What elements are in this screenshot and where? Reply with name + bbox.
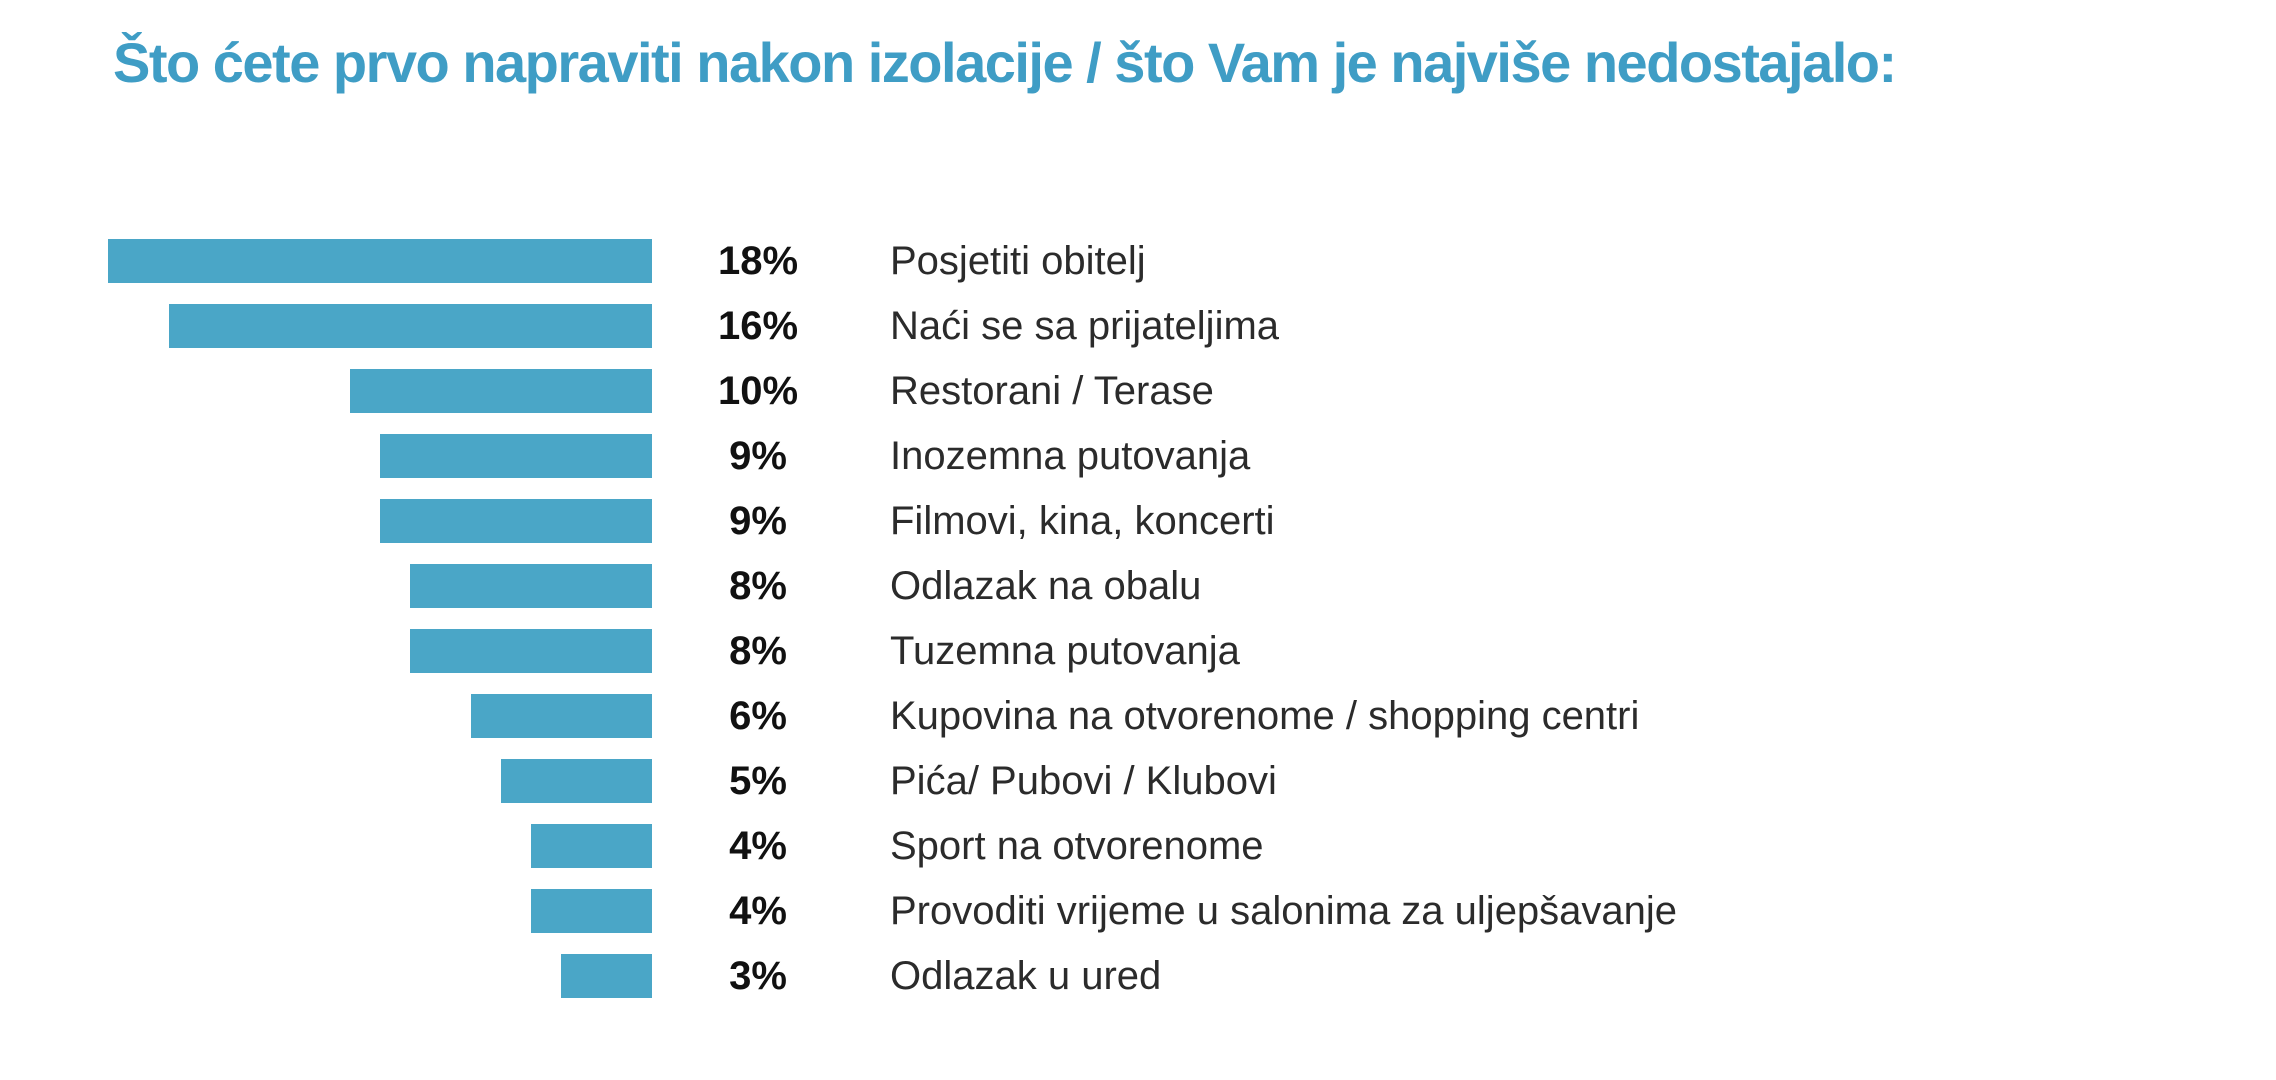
value-label: 5%	[729, 759, 787, 803]
bar	[410, 564, 652, 608]
category-label: Naći se sa prijateljima	[890, 304, 1280, 348]
value-label: 16%	[717, 304, 799, 348]
bar-cell	[0, 239, 652, 283]
category-label: Kupovina na otvorenome / shopping centri	[890, 694, 1640, 738]
chart-row: 10% Restorani / Terase	[0, 369, 2276, 434]
value-label: 9%	[729, 434, 787, 478]
chart-row: 5% Pića/ Pubovi / Klubovi	[0, 759, 2276, 824]
bar	[169, 304, 652, 348]
value-label: 4%	[729, 824, 787, 868]
value-label: 9%	[729, 499, 787, 543]
value-label: 6%	[729, 694, 787, 738]
bar-cell	[0, 824, 652, 868]
chart-row: 6% Kupovina na otvorenome / shopping cen…	[0, 694, 2276, 759]
value-label: 4%	[729, 889, 787, 933]
bar-cell	[0, 369, 652, 413]
category-label: Restorani / Terase	[890, 369, 1214, 413]
category-label: Pića/ Pubovi / Klubovi	[890, 759, 1277, 803]
category-label: Provoditi vrijeme u salonima za uljepšav…	[890, 889, 1678, 933]
value-label: 8%	[729, 629, 787, 673]
bar	[471, 694, 652, 738]
bar-cell	[0, 629, 652, 673]
category-label: Tuzemna putovanja	[890, 629, 1240, 673]
chart-row: 4% Sport na otvorenome	[0, 824, 2276, 889]
bar	[410, 629, 652, 673]
bar	[531, 824, 652, 868]
value-label: 10%	[717, 369, 799, 413]
chart-row: 16% Naći se sa prijateljima	[0, 304, 2276, 369]
chart-row: 8% Odlazak na obalu	[0, 564, 2276, 629]
value-label: 18%	[717, 239, 799, 283]
category-label: Odlazak u ured	[890, 954, 1162, 998]
bar	[561, 954, 652, 998]
category-label: Filmovi, kina, koncerti	[890, 499, 1275, 543]
chart-row: 9% Filmovi, kina, koncerti	[0, 499, 2276, 564]
bar	[380, 434, 652, 478]
category-label: Odlazak na obalu	[890, 564, 1202, 608]
chart-row: 3% Odlazak u ured	[0, 954, 2276, 1019]
category-label: Sport na otvorenome	[890, 824, 1264, 868]
bar-cell	[0, 564, 652, 608]
bar-cell	[0, 304, 652, 348]
bar	[531, 889, 652, 933]
bar	[380, 499, 652, 543]
bar-cell	[0, 759, 652, 803]
bar	[108, 239, 652, 283]
value-label: 8%	[729, 564, 787, 608]
category-label: Inozemna putovanja	[890, 434, 1251, 478]
bar-cell	[0, 434, 652, 478]
bar	[350, 369, 652, 413]
chart-row: 9% Inozemna putovanja	[0, 434, 2276, 499]
bar	[501, 759, 652, 803]
chart-row: 18% Posjetiti obitelj	[0, 239, 2276, 304]
category-label: Posjetiti obitelj	[890, 239, 1146, 283]
bar-cell	[0, 889, 652, 933]
bar-cell	[0, 499, 652, 543]
chart-row: 8% Tuzemna putovanja	[0, 629, 2276, 694]
bar-cell	[0, 954, 652, 998]
chart-row: 4% Provoditi vrijeme u salonima za uljep…	[0, 889, 2276, 954]
bar-cell	[0, 694, 652, 738]
bar-chart: 18% Posjetiti obitelj 16% Naći se sa pri…	[0, 239, 2276, 1019]
value-label: 3%	[729, 954, 787, 998]
chart-title: Što ćete prvo napraviti nakon izolacije …	[113, 31, 1897, 94]
